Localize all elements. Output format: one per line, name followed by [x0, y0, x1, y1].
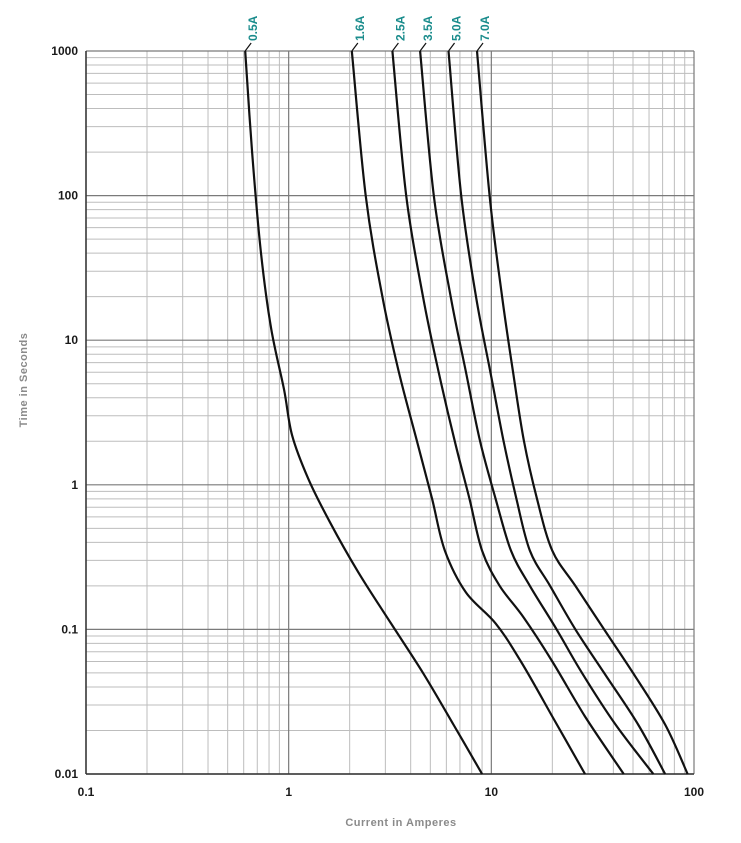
series-label-leader [448, 42, 456, 52]
series-line-2.5A [391, 50, 625, 775]
x-tick-label: 0.1 [78, 785, 95, 799]
y-tick-label: 10 [65, 333, 79, 347]
y-tick-label: 100 [58, 189, 78, 203]
x-tick-labels: 0.1 1 10 100 [78, 785, 705, 799]
series-label: 1.6A [353, 15, 367, 41]
series-label-leader [476, 42, 484, 52]
grid [85, 50, 695, 775]
y-tick-labels: 0.01 0.1 1 10 100 1000 [51, 44, 78, 781]
series-label-leader [244, 42, 252, 52]
x-tick-label: 1 [285, 785, 292, 799]
series-line-0.5A [244, 50, 484, 775]
y-tick-label: 0.01 [55, 767, 79, 781]
x-axis-title: Current in Amperes [345, 817, 456, 829]
x-tick-label: 10 [485, 785, 499, 799]
series-curves [244, 50, 689, 775]
series-label: 3.5A [421, 15, 435, 41]
series-labels: 0.5A 1.6A 2.5A 3.5A 5.0A 7.0A [246, 15, 492, 41]
series-label: 0.5A [246, 15, 260, 41]
series-line-5.0A [447, 50, 667, 775]
y-tick-label: 0.1 [61, 622, 78, 636]
series-label-leader [351, 42, 359, 52]
y-axis-title: Time in Seconds [18, 333, 30, 428]
series-label: 5.0A [450, 15, 464, 41]
series-label: 7.0A [478, 15, 492, 41]
series-label-leader [391, 42, 399, 52]
series-line-7.0A [475, 50, 689, 775]
y-tick-label: 1000 [51, 44, 78, 58]
y-tick-label: 1 [71, 478, 78, 492]
series-line-3.5A [419, 50, 655, 775]
x-tick-label: 100 [684, 785, 704, 799]
series-line-1.6A [350, 50, 586, 775]
series-label-leaders [244, 42, 484, 52]
series-label: 2.5A [393, 15, 407, 41]
series-label-leader [419, 42, 427, 52]
